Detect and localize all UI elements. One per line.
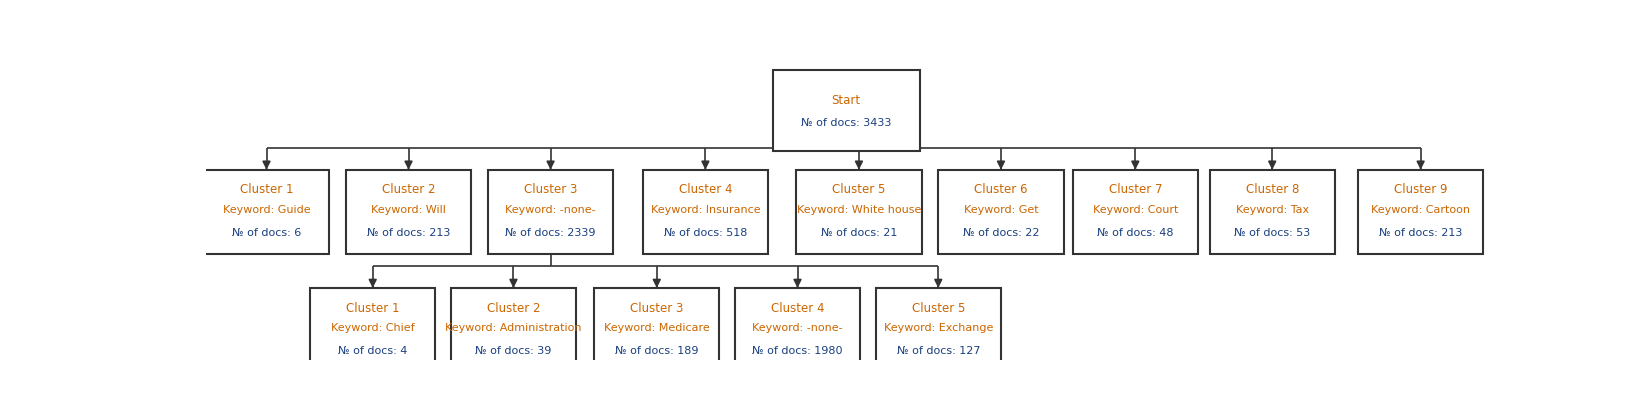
Text: Cluster 3: Cluster 3	[523, 183, 578, 196]
Text: № of docs: 2339: № of docs: 2339	[505, 228, 596, 238]
Text: Keyword: Will: Keyword: Will	[371, 205, 446, 215]
Text: № of docs: 3433: № of docs: 3433	[801, 118, 892, 128]
Text: Cluster 9: Cluster 9	[1393, 183, 1448, 196]
Text: Keyword: Court: Keyword: Court	[1093, 205, 1179, 215]
Text: Cluster 5: Cluster 5	[911, 302, 964, 315]
Text: № of docs: 22: № of docs: 22	[963, 228, 1038, 238]
Text: Cluster 1: Cluster 1	[347, 302, 400, 315]
Text: № of docs: 1980: № of docs: 1980	[753, 346, 842, 356]
Text: Cluster 5: Cluster 5	[832, 183, 885, 196]
Text: Keyword: Medicare: Keyword: Medicare	[604, 323, 710, 333]
Text: № of docs: 518: № of docs: 518	[664, 228, 746, 238]
Text: Cluster 7: Cluster 7	[1108, 183, 1162, 196]
Text: Cluster 8: Cluster 8	[1245, 183, 1299, 196]
Text: № of docs: 213: № of docs: 213	[1379, 228, 1463, 238]
FancyBboxPatch shape	[938, 170, 1063, 254]
Text: Keyword: Guide: Keyword: Guide	[223, 205, 310, 215]
FancyBboxPatch shape	[1357, 170, 1483, 254]
FancyBboxPatch shape	[451, 288, 576, 372]
Text: № of docs: 4: № of docs: 4	[338, 346, 408, 356]
FancyBboxPatch shape	[489, 170, 613, 254]
Text: № of docs: 21: № of docs: 21	[821, 228, 896, 238]
FancyBboxPatch shape	[642, 170, 768, 254]
FancyBboxPatch shape	[735, 288, 860, 372]
Text: № of docs: 213: № of docs: 213	[367, 228, 451, 238]
FancyBboxPatch shape	[796, 170, 921, 254]
Text: Keyword: Get: Keyword: Get	[964, 205, 1038, 215]
Text: Cluster 4: Cluster 4	[679, 183, 731, 196]
FancyBboxPatch shape	[1073, 170, 1199, 254]
Text: № of docs: 6: № of docs: 6	[231, 228, 300, 238]
Text: Cluster 2: Cluster 2	[381, 183, 436, 196]
Text: № of docs: 53: № of docs: 53	[1233, 228, 1311, 238]
FancyBboxPatch shape	[345, 170, 471, 254]
Text: Cluster 6: Cluster 6	[974, 183, 1027, 196]
Text: Cluster 3: Cluster 3	[631, 302, 684, 315]
FancyBboxPatch shape	[875, 288, 1001, 372]
Text: № of docs: 189: № of docs: 189	[616, 346, 698, 356]
Text: № of docs: 48: № of docs: 48	[1096, 228, 1174, 238]
Text: Keyword: Exchange: Keyword: Exchange	[883, 323, 992, 333]
Text: Keyword: Tax: Keyword: Tax	[1235, 205, 1309, 215]
FancyBboxPatch shape	[773, 70, 920, 151]
FancyBboxPatch shape	[310, 288, 436, 372]
Text: Keyword: Administration: Keyword: Administration	[446, 323, 581, 333]
FancyBboxPatch shape	[594, 288, 720, 372]
Text: Keyword: Cartoon: Keyword: Cartoon	[1370, 205, 1469, 215]
Text: Keyword: White house: Keyword: White house	[797, 205, 921, 215]
Text: Cluster 2: Cluster 2	[487, 302, 540, 315]
FancyBboxPatch shape	[203, 170, 329, 254]
Text: Cluster 1: Cluster 1	[239, 183, 294, 196]
Text: Keyword: -none-: Keyword: -none-	[505, 205, 596, 215]
FancyBboxPatch shape	[1210, 170, 1336, 254]
Text: Keyword: -none-: Keyword: -none-	[753, 323, 842, 333]
Text: Start: Start	[832, 95, 860, 107]
Text: Keyword: Insurance: Keyword: Insurance	[650, 205, 759, 215]
Text: № of docs: 127: № of docs: 127	[896, 346, 981, 356]
Text: № of docs: 39: № of docs: 39	[475, 346, 551, 356]
Text: Keyword: Chief: Keyword: Chief	[330, 323, 414, 333]
Text: Cluster 4: Cluster 4	[771, 302, 824, 315]
